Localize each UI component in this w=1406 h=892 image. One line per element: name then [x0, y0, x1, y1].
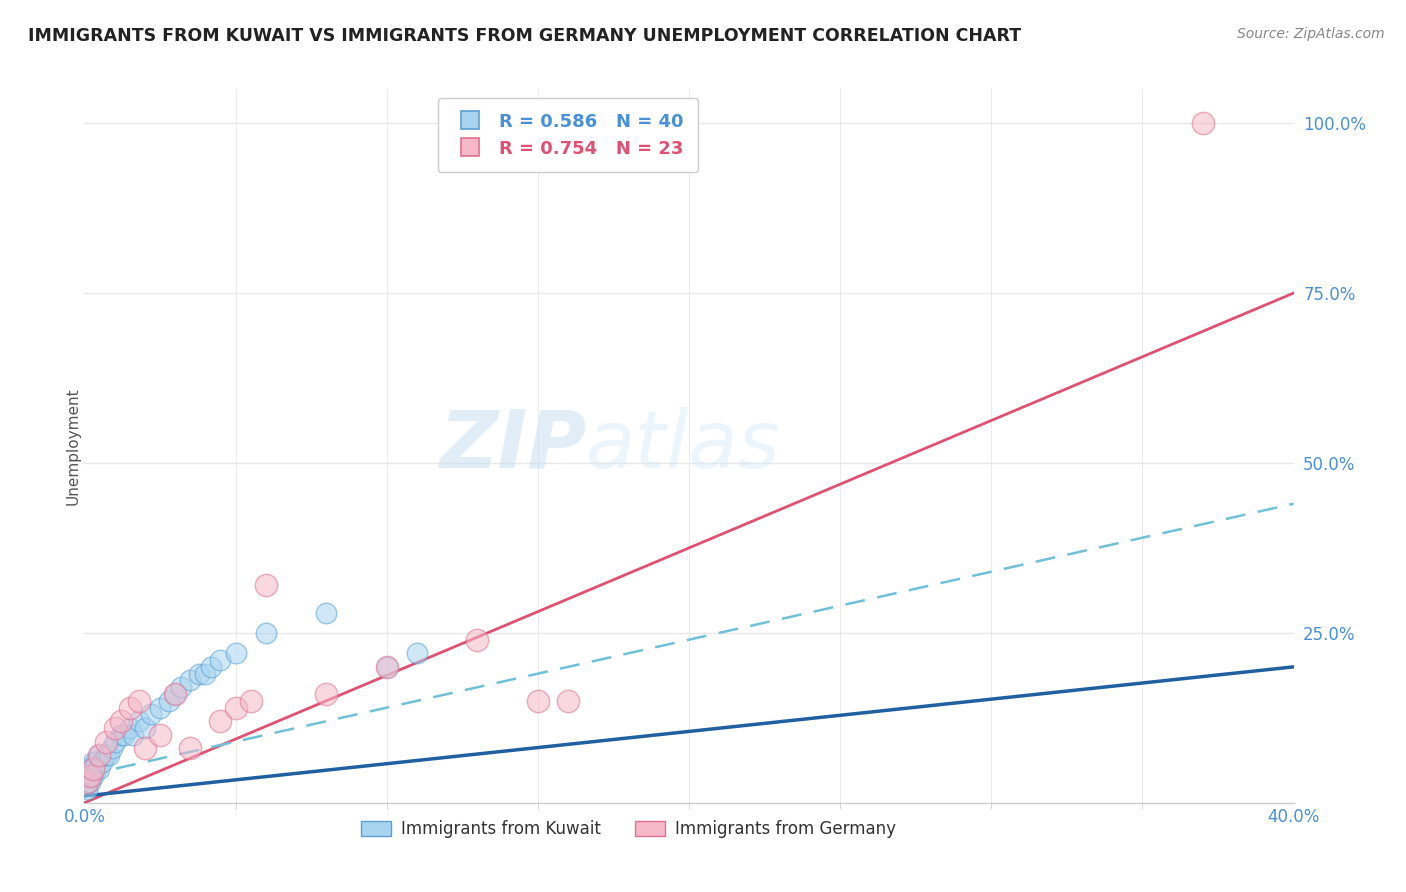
Text: Source: ZipAtlas.com: Source: ZipAtlas.com	[1237, 27, 1385, 41]
Point	[157, 694, 180, 708]
Point	[200, 660, 222, 674]
Point	[315, 687, 337, 701]
Point	[149, 728, 172, 742]
Text: ZIP: ZIP	[439, 407, 586, 485]
Point	[315, 606, 337, 620]
Point	[128, 714, 150, 729]
Point	[100, 741, 122, 756]
Point	[76, 762, 98, 776]
Point	[76, 775, 98, 789]
Point	[225, 700, 247, 714]
Point	[467, 632, 489, 647]
Point	[118, 721, 141, 735]
Point	[79, 775, 101, 789]
Point	[121, 728, 143, 742]
Point	[112, 728, 135, 742]
Point	[188, 666, 211, 681]
Point	[79, 769, 101, 783]
Point	[134, 741, 156, 756]
Point	[1192, 116, 1215, 130]
Point	[104, 721, 127, 735]
Point	[225, 646, 247, 660]
Point	[557, 694, 579, 708]
Point	[165, 687, 187, 701]
Point	[118, 700, 141, 714]
Point	[165, 687, 187, 701]
Point	[89, 762, 111, 776]
Point	[254, 626, 277, 640]
Point	[179, 673, 201, 688]
Point	[239, 694, 262, 708]
Point	[76, 775, 98, 789]
Point	[86, 755, 108, 769]
Point	[89, 748, 111, 763]
Point	[104, 734, 127, 748]
Point	[134, 721, 156, 735]
Point	[149, 700, 172, 714]
Point	[86, 762, 108, 776]
Point	[179, 741, 201, 756]
Point	[170, 680, 193, 694]
Point	[82, 762, 104, 776]
Text: IMMIGRANTS FROM KUWAIT VS IMMIGRANTS FROM GERMANY UNEMPLOYMENT CORRELATION CHART: IMMIGRANTS FROM KUWAIT VS IMMIGRANTS FRO…	[28, 27, 1021, 45]
Point	[89, 748, 111, 763]
Point	[128, 694, 150, 708]
Point	[209, 653, 232, 667]
Point	[139, 707, 162, 722]
Point	[194, 666, 217, 681]
Point	[76, 769, 98, 783]
Y-axis label: Unemployment: Unemployment	[66, 387, 80, 505]
Point	[254, 578, 277, 592]
Point	[527, 694, 550, 708]
Text: atlas: atlas	[586, 407, 780, 485]
Legend: Immigrants from Kuwait, Immigrants from Germany: Immigrants from Kuwait, Immigrants from …	[354, 814, 903, 845]
Point	[94, 748, 117, 763]
Point	[79, 762, 101, 776]
Point	[79, 769, 101, 783]
Point	[94, 734, 117, 748]
Point	[97, 748, 120, 763]
Point	[76, 782, 98, 797]
Point	[82, 755, 104, 769]
Point	[375, 660, 398, 674]
Point	[110, 714, 132, 729]
Point	[82, 762, 104, 776]
Point	[375, 660, 398, 674]
Point	[406, 646, 429, 660]
Point	[82, 769, 104, 783]
Point	[209, 714, 232, 729]
Point	[91, 755, 114, 769]
Point	[110, 728, 132, 742]
